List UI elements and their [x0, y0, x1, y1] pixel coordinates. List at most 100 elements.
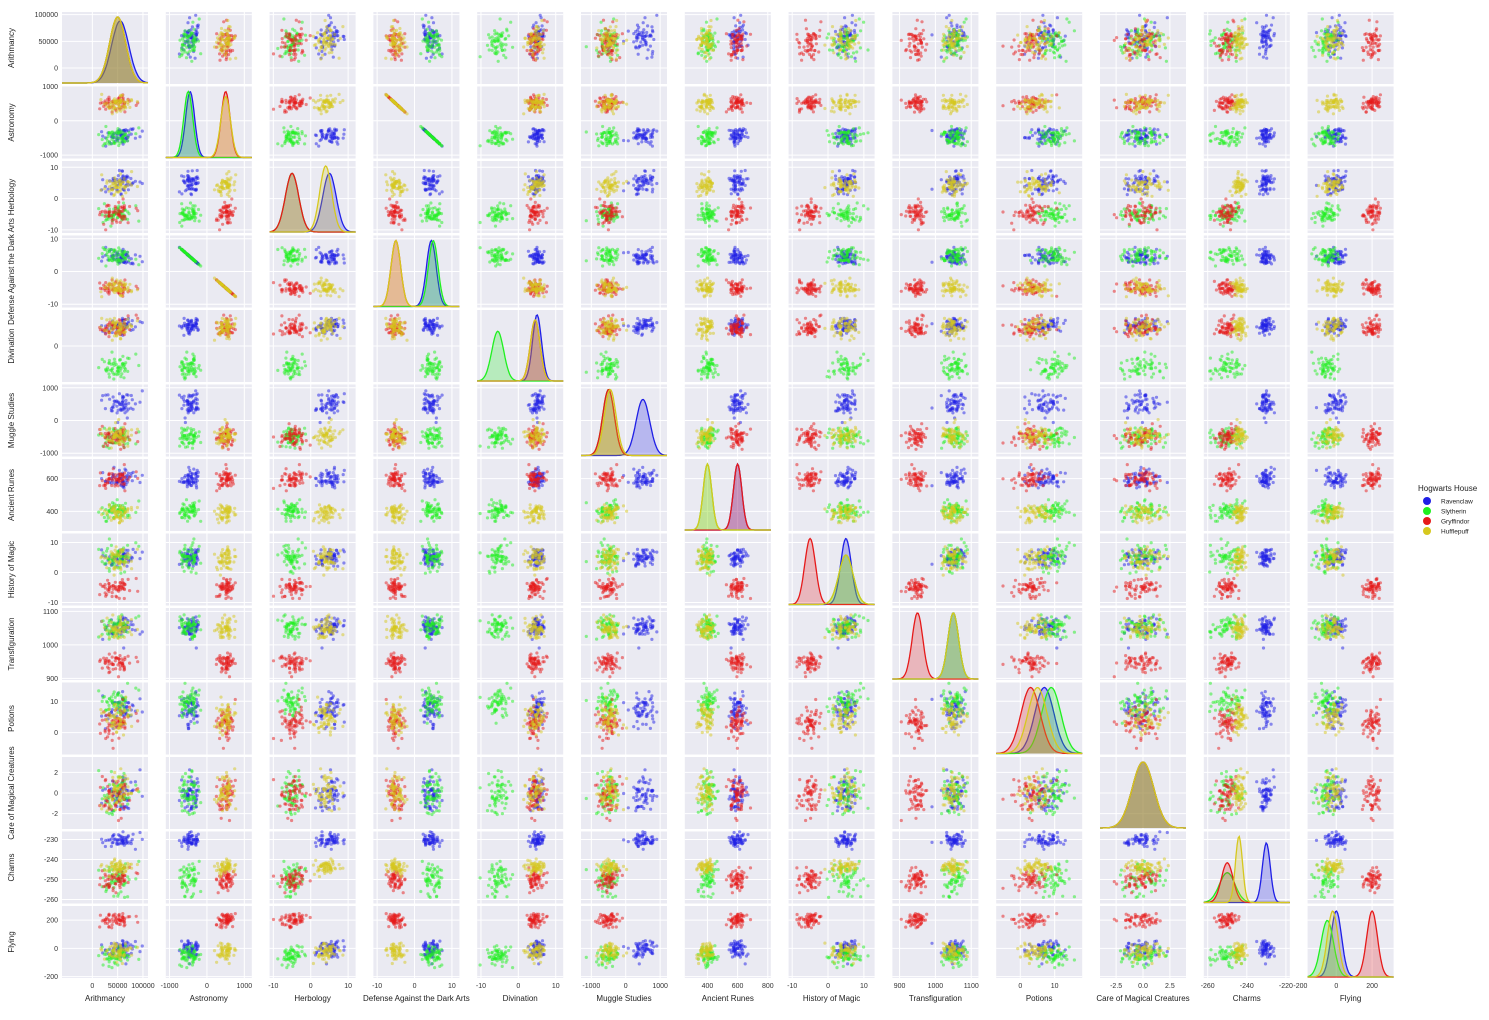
scatter-point-slytherin — [282, 17, 286, 21]
scatter-point-slytherin — [510, 137, 515, 141]
scatter-point-hufflepuff — [327, 51, 331, 55]
scatter-point-slytherin — [297, 133, 301, 137]
scatter-point-slytherin — [614, 131, 618, 135]
panel-1-3 — [373, 86, 460, 159]
scatter-point-ravenclaw — [648, 34, 652, 38]
scatter-point-hufflepuff — [326, 98, 331, 102]
scatter-point-gryffindor — [907, 101, 912, 106]
scatter-point-hufflepuff — [531, 50, 535, 55]
scatter-point-slytherin — [431, 136, 435, 140]
scatter-point-hufflepuff — [1140, 43, 1145, 47]
scatter-point-ravenclaw — [734, 24, 738, 28]
panel-1-1 — [165, 86, 252, 159]
scatter-point-gryffindor — [808, 34, 812, 38]
scatter-point-gryffindor — [730, 101, 734, 105]
scatter-point-hufflepuff — [854, 100, 858, 104]
scatter-point-gryffindor — [284, 44, 288, 48]
scatter-point-hufflepuff — [333, 100, 337, 104]
scatter-point-hufflepuff — [951, 45, 955, 49]
scatter-point-hufflepuff — [1332, 56, 1336, 60]
scatter-point-gryffindor — [1124, 37, 1128, 41]
panel-0-9 — [996, 12, 1083, 84]
panel-1-0 — [62, 86, 148, 159]
scatter-point-ravenclaw — [429, 55, 433, 59]
scatter-point-gryffindor — [914, 27, 918, 31]
scatter-point-hufflepuff — [1324, 39, 1328, 43]
scatter-point-ravenclaw — [854, 23, 858, 27]
scatter-point-gryffindor — [1017, 58, 1022, 62]
scatter-point-slytherin — [846, 131, 850, 135]
scatter-point-hufflepuff — [530, 99, 534, 103]
scatter-point-ravenclaw — [314, 142, 318, 146]
scatter-point-gryffindor — [1364, 37, 1369, 41]
scatter-point-slytherin — [1053, 56, 1057, 60]
panel-1-4 — [477, 86, 564, 159]
scatter-point-gryffindor — [729, 54, 733, 58]
scatter-point-hufflepuff — [1134, 45, 1138, 49]
panel-1-7 — [788, 86, 875, 159]
scatter-point-hufflepuff — [542, 43, 546, 47]
scatter-point-hufflepuff — [522, 112, 526, 116]
scatter-point-hufflepuff — [322, 39, 326, 43]
scatter-point-hufflepuff — [951, 108, 955, 112]
scatter-point-hufflepuff — [848, 112, 852, 116]
scatter-point-hufflepuff — [117, 102, 121, 106]
scatter-point-ravenclaw — [636, 52, 640, 56]
scatter-point-hufflepuff — [1331, 39, 1335, 43]
scatter-point-slytherin — [430, 42, 434, 46]
scatter-point-hufflepuff — [702, 93, 706, 97]
scatter-point-hufflepuff — [604, 31, 608, 35]
scatter-point-gryffindor — [736, 38, 740, 42]
scatter-point-gryffindor — [811, 95, 815, 99]
scatter-point-slytherin — [510, 45, 515, 49]
panel-0-10 — [1100, 12, 1186, 84]
scatter-point-gryffindor — [740, 110, 744, 114]
scatter-point-slytherin — [430, 49, 434, 53]
scatter-point-slytherin — [425, 131, 430, 135]
scatter-point-gryffindor — [814, 93, 818, 97]
scatter-point-hufflepuff — [1036, 44, 1040, 49]
scatter-point-gryffindor — [734, 28, 739, 32]
scatter-point-gryffindor — [800, 51, 804, 55]
scatter-point-ravenclaw — [732, 16, 736, 20]
scatter-point-gryffindor — [299, 27, 303, 31]
scatter-point-ravenclaw — [947, 13, 951, 17]
scatter-point-gryffindor — [544, 97, 549, 101]
scatter-point-hufflepuff — [100, 92, 104, 96]
scatter-point-gryffindor — [293, 56, 297, 60]
scatter-point-slytherin — [835, 45, 839, 49]
scatter-point-hufflepuff — [608, 43, 612, 47]
scatter-point-hufflepuff — [612, 28, 617, 32]
scatter-point-gryffindor — [904, 101, 908, 105]
scatter-point-ravenclaw — [131, 127, 135, 131]
scatter-point-hufflepuff — [1032, 36, 1036, 40]
panel-0-4 — [477, 12, 564, 84]
scatter-point-slytherin — [496, 59, 500, 63]
scatter-point-gryffindor — [297, 20, 301, 24]
scatter-point-gryffindor — [1378, 42, 1382, 46]
scatter-point-slytherin — [941, 132, 946, 136]
scatter-point-hufflepuff — [319, 108, 323, 112]
scatter-point-slytherin — [495, 31, 499, 35]
scatter-point-ravenclaw — [424, 56, 428, 60]
scatter-point-gryffindor — [1224, 52, 1228, 57]
scatter-point-gryffindor — [300, 32, 304, 36]
scatter-point-slytherin — [193, 45, 197, 49]
scatter-point-gryffindor — [913, 48, 917, 53]
scatter-point-hufflepuff — [609, 93, 613, 97]
scatter-point-hufflepuff — [539, 40, 543, 44]
panel-1-2 — [269, 86, 356, 159]
scatter-point-slytherin — [1064, 59, 1068, 63]
scatter-point-gryffindor — [1225, 40, 1230, 44]
scatter-point-slytherin — [610, 142, 615, 146]
scatter-point-slytherin — [699, 134, 703, 139]
scatter-point-hufflepuff — [329, 102, 333, 107]
scatter-point-gryffindor — [271, 107, 276, 111]
kde-fill-gryffindor — [62, 17, 148, 83]
scatter-point-slytherin — [1324, 27, 1328, 31]
scatter-point-hufflepuff — [223, 53, 227, 57]
scatter-point-ravenclaw — [1269, 43, 1273, 47]
scatter-point-hufflepuff — [1236, 28, 1240, 32]
scatter-point-ravenclaw — [536, 132, 540, 136]
scatter-point-slytherin — [180, 53, 184, 57]
